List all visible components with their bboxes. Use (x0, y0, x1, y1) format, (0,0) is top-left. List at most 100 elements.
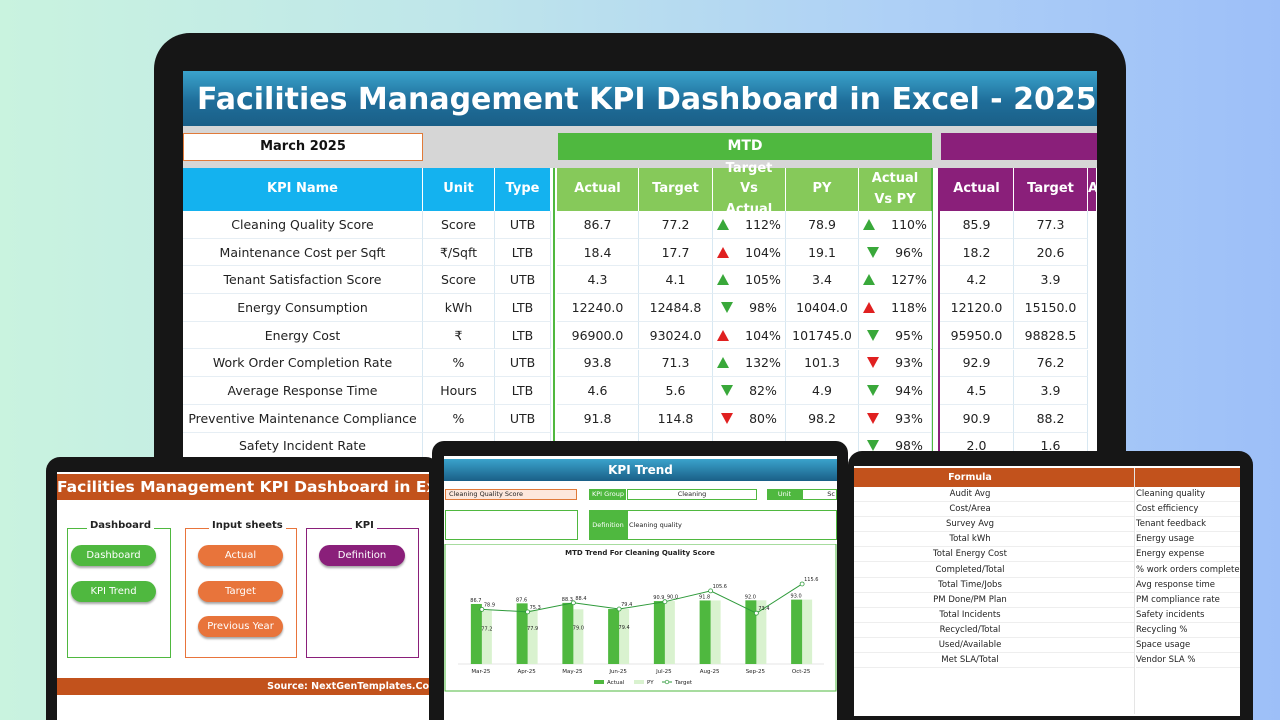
kpi-cell-py: 3.4 (786, 266, 859, 295)
kpi-cell-ytd-actual: 85.9 (940, 211, 1014, 239)
kpi-cell-text: 71.3 (661, 355, 690, 371)
kpi-cell-ytd-target: 77.3 (1014, 211, 1088, 239)
formula-cell: Completed/Total (854, 563, 1134, 578)
kpi-group-value: Cleaning (627, 489, 757, 500)
kpi-cell-text: Energy Cost (264, 327, 341, 343)
kpi-cell-target: 12484.8 (639, 294, 713, 322)
arrow-down-icon (721, 301, 734, 313)
kpi-cell-tva: 132% (713, 349, 786, 378)
legend-actual-label: Actual (607, 680, 625, 686)
kpi-cell-text: 4.3 (587, 272, 608, 288)
formula-description: Recycling % (1136, 623, 1240, 638)
kpi-cell-type: UTB (495, 349, 551, 378)
kpi-cell-text: 93% (895, 410, 923, 426)
actual-bar (699, 600, 711, 664)
arrow-down-icon (867, 412, 880, 424)
kpi-cell-text: 76.2 (1036, 355, 1065, 371)
dashboard-title: Facilities Management KPI Dashboard in E… (183, 71, 1097, 126)
kpi-cell-avp: 93% (859, 404, 932, 433)
kpi-select[interactable]: Cleaning Quality Score (445, 489, 577, 500)
arrow-up-icon (717, 357, 730, 369)
kpi-cell-name: Preventive Maintenance Compliance (183, 404, 423, 433)
kpi-cell-text: 96900.0 (571, 327, 624, 343)
kpi-cell-text: 85.9 (962, 216, 991, 232)
py-label: 77.9 (527, 626, 538, 632)
formula-description: Energy expense (1136, 547, 1240, 563)
kpi-cell-text: Score (440, 272, 476, 288)
kpi-cell-tva: 104% (713, 321, 786, 350)
kpi-cell-text: LTB (511, 299, 534, 315)
kpi-cell-text: 90.9 (962, 410, 991, 426)
target-point (753, 610, 759, 616)
kpi-cell-text: 93% (895, 355, 923, 371)
kpi-cell-text: 4.2 (966, 272, 987, 288)
dashboard-button[interactable]: Dashboard (71, 545, 156, 566)
kpi-cell-actual: 18.4 (557, 238, 639, 267)
kpi-cell-unit: % (423, 349, 495, 378)
kpi-cell-tva: 104% (713, 238, 786, 267)
kpi-cell-actual: 91.8 (557, 404, 639, 433)
kpi-cell-target: 93024.0 (639, 321, 713, 350)
actual-label: 86.7 (470, 598, 481, 604)
kpi-cell-type: LTB (495, 321, 551, 350)
actual-bar (745, 600, 757, 664)
formula-cell: Total kWh (854, 532, 1134, 548)
kpi-cell-type: LTB (495, 377, 551, 405)
definition-button[interactable]: Definition (319, 545, 405, 566)
target-sheet-button[interactable]: Target (198, 581, 283, 602)
formula-column-divider (1134, 468, 1135, 714)
target-label: 79.4 (621, 602, 632, 608)
kpi-cell-text: 91.8 (583, 410, 612, 426)
formula-description: Safety incidents (1136, 608, 1240, 623)
ytd-section-header (941, 133, 1097, 160)
py-bar (664, 601, 675, 664)
legend-target-label: Target (674, 680, 693, 686)
arrow-down-icon (867, 329, 880, 341)
py-label: 77.2 (481, 627, 492, 633)
blank-box (445, 510, 578, 540)
x-tick-label: Mar-25 (471, 669, 491, 675)
kpi-cell-text: UTB (509, 410, 536, 426)
kpi-cell-text: % (452, 355, 465, 371)
kpi-cell-text: Energy Consumption (237, 299, 368, 315)
previous-year-button[interactable]: Previous Year (198, 616, 283, 637)
kpi-cell-text: UTB (509, 216, 536, 232)
py-bar (573, 609, 584, 664)
kpi-cell-text: 18.4 (583, 244, 612, 260)
kpi-cell-text: LTB (511, 244, 534, 260)
kpi-cell-text: 93.8 (583, 355, 612, 371)
kpi-cell-ytd-actual: 12120.0 (940, 294, 1014, 322)
x-tick-label: Jul-25 (655, 669, 672, 675)
kpi-cell-target: 77.2 (639, 211, 713, 239)
target-point (662, 599, 668, 605)
kpi-cell-text: Safety Incident Rate (239, 438, 366, 454)
kpi-cell-target: 5.6 (639, 377, 713, 405)
kpi-cell-text: Cleaning Quality Score (231, 216, 374, 232)
arrow-up-icon (863, 301, 876, 313)
kpi-cell-text: 10404.0 (796, 299, 848, 315)
kpi-trend-button[interactable]: KPI Trend (71, 581, 156, 602)
kpi-cell-unit: Score (423, 266, 495, 295)
formula-description: % work orders completed (1136, 563, 1240, 578)
kpi-cell-text: 98% (895, 438, 923, 454)
kpi-cell-text: UTB (509, 272, 536, 288)
actual-bar (562, 602, 574, 664)
kpi-cell-unit: Hours (423, 377, 495, 405)
kpi-cell-text: 112% (745, 216, 781, 232)
home-sheet-screen: Facilities Management KPI Dashboard in E… (57, 472, 429, 720)
definition-label: Definition (589, 510, 627, 540)
kpi-cell-unit: % (423, 404, 495, 433)
header-ytd-more: A (1088, 168, 1097, 211)
kpi-cell-actual: 86.7 (557, 211, 639, 239)
kpi-cell-avp: 95% (859, 321, 932, 350)
kpi-cell-py: 98.2 (786, 404, 859, 433)
kpi-cell-ytd-target: 15150.0 (1014, 294, 1088, 322)
header-ytd-target: Target (1014, 168, 1088, 211)
ytd-frame (938, 168, 1097, 720)
actual-bar (516, 603, 528, 664)
header-ytd-actual: Actual (940, 168, 1014, 211)
actual-sheet-button[interactable]: Actual (198, 545, 283, 566)
kpi-group-label: KPI Group (589, 489, 626, 500)
month-selector[interactable]: March 2025 (183, 133, 423, 161)
kpi-cell-text: Score (440, 216, 476, 232)
